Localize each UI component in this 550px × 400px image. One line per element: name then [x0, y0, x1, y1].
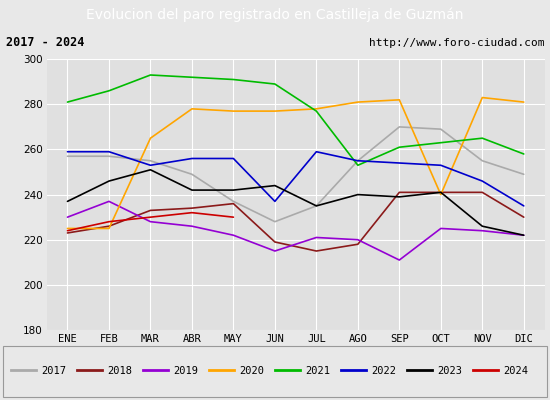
Text: 2019: 2019 — [173, 366, 198, 376]
Text: http://www.foro-ciudad.com: http://www.foro-ciudad.com — [369, 38, 544, 48]
Text: 2017: 2017 — [41, 366, 66, 376]
Text: 2017 - 2024: 2017 - 2024 — [6, 36, 84, 49]
Text: 2023: 2023 — [437, 366, 462, 376]
Text: 2021: 2021 — [305, 366, 330, 376]
Text: Evolucion del paro registrado en Castilleja de Guzmán: Evolucion del paro registrado en Castill… — [86, 8, 464, 22]
Text: 2024: 2024 — [503, 366, 528, 376]
Text: 2018: 2018 — [107, 366, 132, 376]
Text: 2022: 2022 — [371, 366, 396, 376]
Text: 2020: 2020 — [239, 366, 264, 376]
